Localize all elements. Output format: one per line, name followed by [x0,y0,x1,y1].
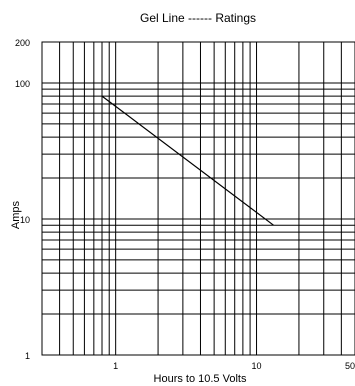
chart-title: Gel Line ------ Ratings [140,11,256,25]
series-layer [101,95,274,226]
x-tick-label: 10 [252,361,262,371]
y-tick-label: 10 [20,215,30,225]
y-tick-label: 100 [15,79,30,89]
x-tick-label: 1 [113,361,118,371]
plot-frame [41,41,355,356]
y-axis-label: Amps [10,200,22,229]
y-axis-tick-labels: 1 10 100 200 [15,38,30,361]
y-tick-label: 200 [15,38,30,48]
y-tick-label: 1 [25,351,30,361]
grid [41,42,355,355]
x-axis-label: Hours to 10.5 Volts [154,373,247,385]
x-axis-tick-labels: 1 10 50 [113,361,355,371]
x-tick-label: 50 [345,361,355,371]
series-line [101,95,274,226]
